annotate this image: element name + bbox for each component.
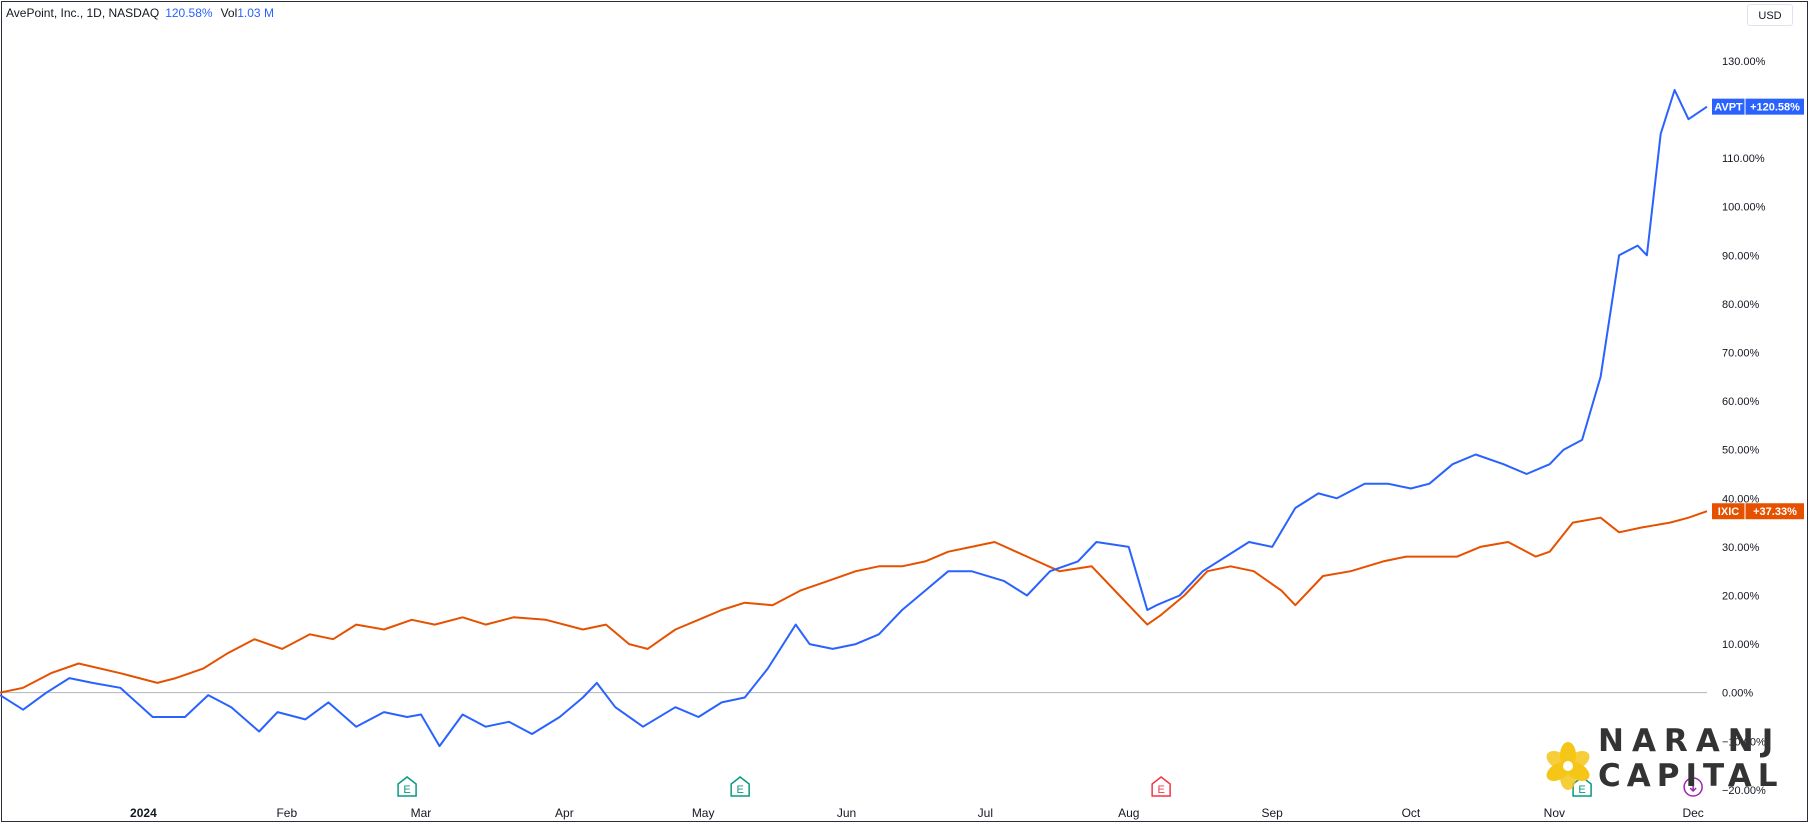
badge-background	[1712, 98, 1804, 115]
brand-line-1: NARANJ	[1598, 723, 1782, 759]
logo-center	[1563, 761, 1573, 771]
series-line-avpt	[0, 89, 1708, 748]
brand-name: NARANJ CAPITAL	[1598, 726, 1783, 792]
y-tick-label: 130.00%	[1722, 56, 1766, 68]
header-change: 120.58%	[165, 6, 213, 20]
y-tick-label: 110.00%	[1722, 153, 1765, 165]
x-tick-label: Nov	[1544, 806, 1565, 820]
symbol-title[interactable]: AvePoint, Inc., 1D, NASDAQ	[6, 6, 160, 20]
x-tick-label: May	[692, 806, 715, 820]
brand-logo	[1546, 742, 1590, 790]
dividend-marker-arrow	[1689, 782, 1697, 793]
last-value-badge-avpt: AVPT +120.58%	[1712, 98, 1804, 115]
y-tick-label: 70.00%	[1722, 347, 1760, 359]
earnings-marker-shape	[397, 776, 417, 797]
y-tick-label: 90.00%	[1722, 250, 1760, 262]
y-tick-label: 50.00%	[1722, 445, 1760, 457]
y-tick-label: 0.00%	[1722, 688, 1753, 700]
x-tick-label: Dec	[1682, 806, 1703, 820]
y-tick-label: 100.00%	[1722, 202, 1766, 214]
earnings-marker: E	[1151, 776, 1171, 797]
y-tick-label: 10.00%	[1722, 639, 1760, 651]
y-tick-label: 40.00%	[1722, 493, 1760, 505]
volume-value: 1.03 M	[237, 6, 274, 20]
earnings-marker-label: E	[403, 784, 410, 796]
series-line-ixic	[0, 510, 1708, 694]
y-tick-label: −20.00%	[1722, 785, 1766, 797]
x-tick-label: Oct	[1402, 806, 1421, 820]
earnings-marker-shape	[1151, 776, 1171, 797]
earnings-marker-label: E	[1157, 784, 1164, 796]
x-tick-label: Aug	[1118, 806, 1139, 820]
x-tick-label: Apr	[555, 806, 574, 820]
earnings-marker-shape	[730, 776, 750, 797]
y-tick-label: −10.00%	[1722, 736, 1766, 748]
earnings-marker: E	[730, 776, 750, 797]
badge-value: +120.58%	[1750, 102, 1800, 114]
badge-value: +37.33%	[1753, 506, 1797, 518]
brand-line-2: CAPITAL	[1598, 758, 1784, 794]
badge-background	[1712, 503, 1804, 520]
y-tick-label: 60.00%	[1722, 396, 1760, 408]
x-tick-label: Jun	[837, 806, 856, 820]
dividend-marker	[1683, 777, 1703, 797]
y-tick-label: 20.00%	[1722, 590, 1760, 602]
badge-symbol: IXIC	[1718, 506, 1739, 518]
last-value-badge-ixic: IXIC +37.33%	[1712, 503, 1804, 520]
earnings-marker-label: E	[1578, 784, 1585, 796]
y-tick-label: 30.00%	[1722, 542, 1760, 554]
chart-header: AvePoint, Inc., 1D, NASDAQ 120.58% Vol1.03…	[6, 6, 274, 20]
x-tick-label: 2024	[130, 806, 157, 820]
x-tick-label: Sep	[1261, 806, 1283, 820]
earnings-marker: E	[397, 776, 417, 797]
x-tick-label: Feb	[276, 806, 297, 820]
earnings-marker-label: E	[736, 784, 743, 796]
y-tick-label: 80.00%	[1722, 299, 1760, 311]
currency-button[interactable]: USD	[1747, 4, 1793, 26]
x-tick-label: Jul	[978, 806, 993, 820]
badge-symbol: AVPT	[1714, 102, 1743, 114]
volume-label: Vol	[220, 6, 238, 20]
x-tick-label: Mar	[411, 806, 432, 820]
